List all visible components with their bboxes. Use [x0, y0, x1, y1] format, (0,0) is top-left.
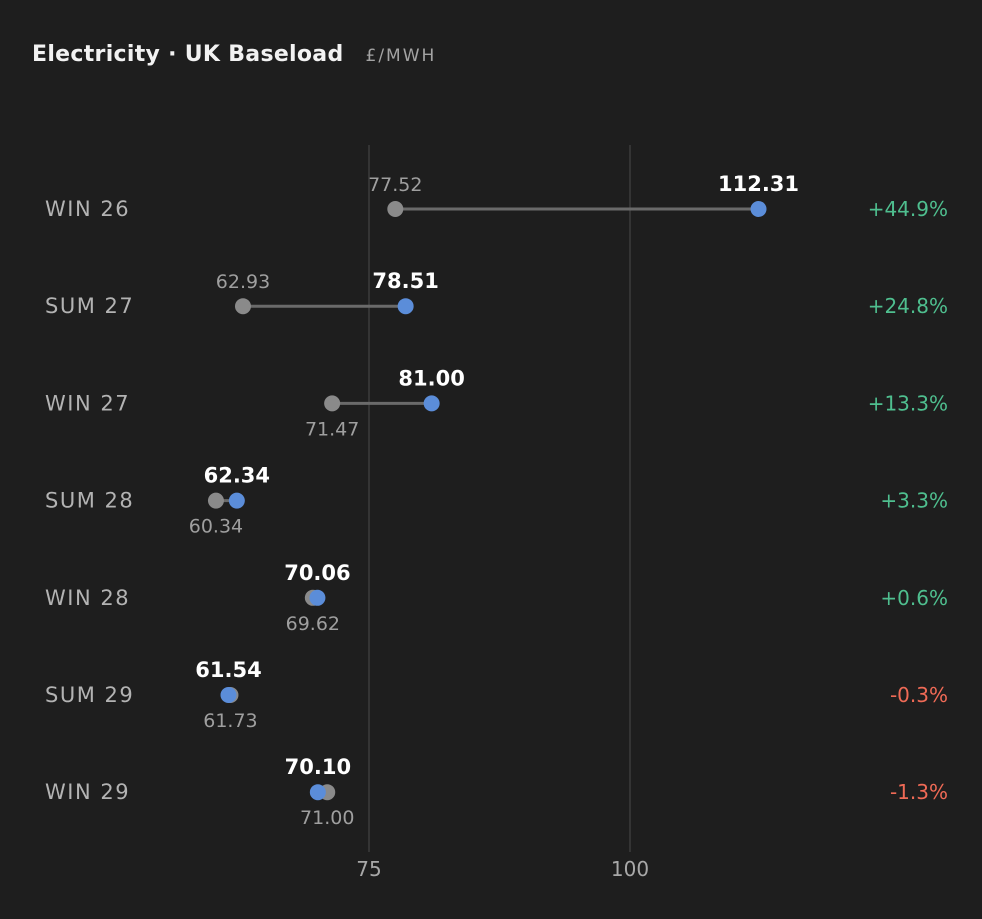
current-value-label-win-27: 81.00 — [398, 366, 464, 390]
current-dot-win-28 — [309, 589, 326, 606]
change-label-win-29: -1.3% — [890, 780, 948, 804]
previous-dot-win-27 — [324, 395, 341, 412]
current-value-label-win-28: 70.06 — [284, 561, 350, 585]
change-label-sum-28: +3.3% — [880, 489, 948, 513]
current-dot-sum-27 — [397, 298, 414, 315]
change-label-win-28: +0.6% — [880, 586, 948, 610]
row-label-sum-27: SUM 27 — [45, 294, 134, 318]
change-label-win-27: +13.3% — [868, 391, 948, 415]
current-value-label-sum-29: 61.54 — [195, 658, 261, 682]
previous-dot-sum-28 — [207, 492, 224, 509]
previous-value-label-win-26: 77.52 — [368, 174, 422, 196]
previous-dot-sum-27 — [234, 298, 251, 315]
x-tick-label-75: 75 — [356, 857, 381, 881]
current-dot-sum-28 — [228, 492, 245, 509]
previous-value-label-sum-29: 61.73 — [203, 710, 257, 732]
row-label-win-29: WIN 29 — [45, 780, 130, 804]
previous-value-label-sum-28: 60.34 — [189, 516, 243, 538]
row-label-win-27: WIN 27 — [45, 391, 130, 415]
previous-dot-win-26 — [387, 201, 404, 217]
previous-value-label-win-28: 69.62 — [286, 613, 340, 635]
current-value-label-sum-27: 78.51 — [372, 269, 438, 293]
current-dot-win-26 — [750, 201, 767, 217]
change-label-sum-29: -0.3% — [890, 683, 948, 707]
x-tick-label-100: 100 — [611, 857, 649, 881]
row-label-win-28: WIN 28 — [45, 586, 130, 610]
current-dot-win-27 — [423, 395, 440, 412]
current-dot-win-29 — [309, 784, 326, 801]
row-label-sum-29: SUM 29 — [45, 683, 134, 707]
current-value-label-sum-28: 62.34 — [204, 464, 270, 488]
current-value-label-win-26: 112.31 — [718, 172, 799, 196]
change-label-sum-27: +24.8% — [868, 294, 948, 318]
previous-value-label-win-29: 71.00 — [300, 807, 354, 829]
chart-unit: £/MWH — [365, 46, 437, 66]
previous-value-label-win-27: 71.47 — [305, 418, 359, 440]
chart-header: Electricity · UK Baseload £/MWH — [32, 42, 436, 76]
current-dot-sum-29 — [220, 687, 237, 703]
row-label-win-26: WIN 26 — [45, 197, 130, 221]
current-value-label-win-29: 70.10 — [285, 755, 351, 779]
change-label-win-26: +44.9% — [868, 197, 948, 221]
row-label-sum-28: SUM 28 — [45, 489, 134, 513]
previous-value-label-sum-27: 62.93 — [216, 271, 270, 293]
chart-title: Electricity · UK Baseload — [32, 42, 344, 67]
